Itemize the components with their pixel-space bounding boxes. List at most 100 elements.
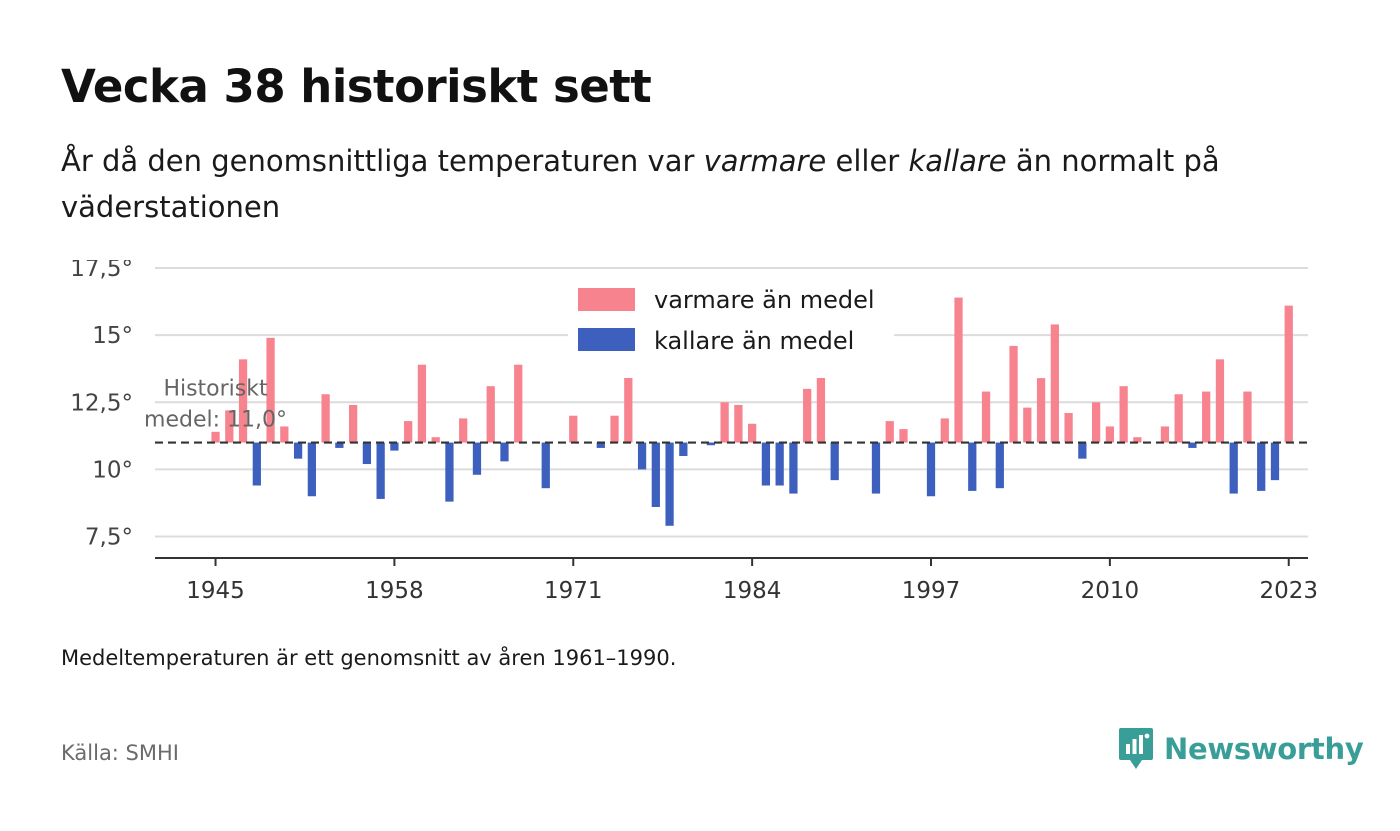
bar-cold xyxy=(376,442,385,499)
bar-warm xyxy=(1160,426,1170,443)
source-credit: Källa: SMHI xyxy=(61,741,179,765)
bar-warm xyxy=(1133,437,1142,443)
bar-cold xyxy=(1188,442,1197,448)
bar-cold xyxy=(968,442,977,491)
x-tick-label: 1971 xyxy=(544,578,603,604)
baseline-label: medel: 11,0° xyxy=(144,408,287,433)
subtitle-text: än normalt på väderstationen xyxy=(61,144,1220,224)
bar-cold xyxy=(596,442,605,448)
bar-warm xyxy=(816,364,826,443)
bar-cold xyxy=(830,442,839,481)
bar-cold xyxy=(293,442,303,459)
bar-cold xyxy=(541,442,550,489)
subtitle-warm-word: varmare xyxy=(703,144,827,178)
bar-cold xyxy=(335,442,344,448)
bar-cold xyxy=(665,442,674,526)
bar-warm xyxy=(1174,394,1183,443)
bar-cold xyxy=(362,442,372,465)
legend-label-cold: kallare än medel xyxy=(654,327,854,355)
bar-warm xyxy=(225,410,234,443)
bar-warm xyxy=(1243,391,1252,443)
bar-warm xyxy=(1119,386,1128,443)
bar-warm xyxy=(885,421,894,443)
temperature-bar-chart: 7,5° 10° 12,5° 15° 17,5° Historiskt medel: 1… xyxy=(70,260,1318,604)
bar-cold xyxy=(679,442,688,456)
y-tick-label: 17,5° xyxy=(70,260,133,282)
bar-cold xyxy=(390,442,399,451)
bar-warm xyxy=(459,418,468,443)
bar-cold xyxy=(995,442,1004,489)
bar-cold xyxy=(307,442,316,497)
bar-warm xyxy=(1284,305,1293,443)
bar-warm xyxy=(1215,359,1225,443)
bar-warm xyxy=(514,364,523,443)
chart-title: Vecka 38 historiskt sett xyxy=(61,60,652,113)
subtitle-text: eller xyxy=(826,144,909,178)
bar-warm xyxy=(431,437,440,443)
bar-cold xyxy=(472,442,482,475)
bar-cold xyxy=(651,442,660,507)
brand-name: Newsworthy xyxy=(1164,732,1364,766)
bar-warm xyxy=(404,421,413,443)
bar-cold xyxy=(1257,442,1266,491)
subtitle-cold-word: kallare xyxy=(908,144,1007,178)
newsworthy-brand: Newsworthy xyxy=(1118,727,1364,771)
y-axis-ticks: 7,5° 10° 12,5° 15° 17,5° xyxy=(70,260,133,551)
bar-warm xyxy=(1091,402,1101,443)
bar-warm xyxy=(266,337,275,443)
bar-warm xyxy=(748,423,757,443)
x-axis-ticks: 1945 1958 1971 1984 1997 2010 2023 xyxy=(186,558,1318,604)
bar-cold xyxy=(775,442,784,486)
y-tick-label: 15° xyxy=(92,323,133,349)
bar-cold xyxy=(706,442,715,446)
bar-cold xyxy=(1078,442,1087,459)
bar-warm xyxy=(417,364,427,443)
newsworthy-logo-icon xyxy=(1119,728,1153,769)
bar-cold xyxy=(637,442,647,470)
grid-lines xyxy=(155,267,1308,538)
bar-warm xyxy=(321,394,330,443)
x-tick-label: 1984 xyxy=(723,578,782,604)
bar-cold xyxy=(1270,442,1280,481)
bar-cold xyxy=(445,442,454,502)
bar-cold xyxy=(252,442,261,486)
bar-warm xyxy=(803,388,812,443)
bar-cold xyxy=(761,442,771,486)
bars xyxy=(211,297,1293,526)
bar-warm xyxy=(1036,378,1046,443)
footnote: Medeltemperaturen är ett genomsnitt av å… xyxy=(61,646,677,670)
bar-warm xyxy=(1050,324,1059,443)
x-tick-label: 1945 xyxy=(186,578,245,604)
bar-warm xyxy=(981,391,991,443)
bar-warm xyxy=(720,402,729,443)
bar-warm xyxy=(1202,391,1211,443)
legend-label-warm: varmare än medel xyxy=(654,286,875,314)
y-tick-label: 12,5° xyxy=(70,390,133,416)
bar-cold xyxy=(500,442,509,462)
bar-cold xyxy=(789,442,798,494)
bar-warm xyxy=(280,426,289,443)
bar-warm xyxy=(349,404,358,443)
x-tick-label: 2023 xyxy=(1259,578,1318,604)
bar-warm xyxy=(940,418,949,443)
bar-warm xyxy=(734,404,743,443)
bar-cold xyxy=(926,442,936,497)
bar-warm xyxy=(954,297,963,443)
x-tick-label: 2010 xyxy=(1081,578,1140,604)
bar-warm xyxy=(486,386,495,443)
bar-warm xyxy=(1105,426,1114,443)
y-tick-label: 10° xyxy=(92,457,133,483)
legend: varmare än medel kallare än medel xyxy=(568,282,894,378)
bar-warm xyxy=(610,415,619,443)
bar-warm xyxy=(238,359,248,443)
bar-warm xyxy=(1064,413,1073,443)
bar-cold xyxy=(871,442,881,494)
bar-warm xyxy=(1023,407,1032,443)
bar-warm xyxy=(569,415,578,443)
bar-warm xyxy=(624,356,633,443)
baseline-label: Historiskt xyxy=(163,377,268,402)
bar-cold xyxy=(1229,442,1238,494)
subtitle-text: År då den genomsnittliga temperaturen va… xyxy=(61,144,704,178)
legend-swatch-warm xyxy=(578,288,635,311)
y-tick-label: 7,5° xyxy=(85,525,133,551)
